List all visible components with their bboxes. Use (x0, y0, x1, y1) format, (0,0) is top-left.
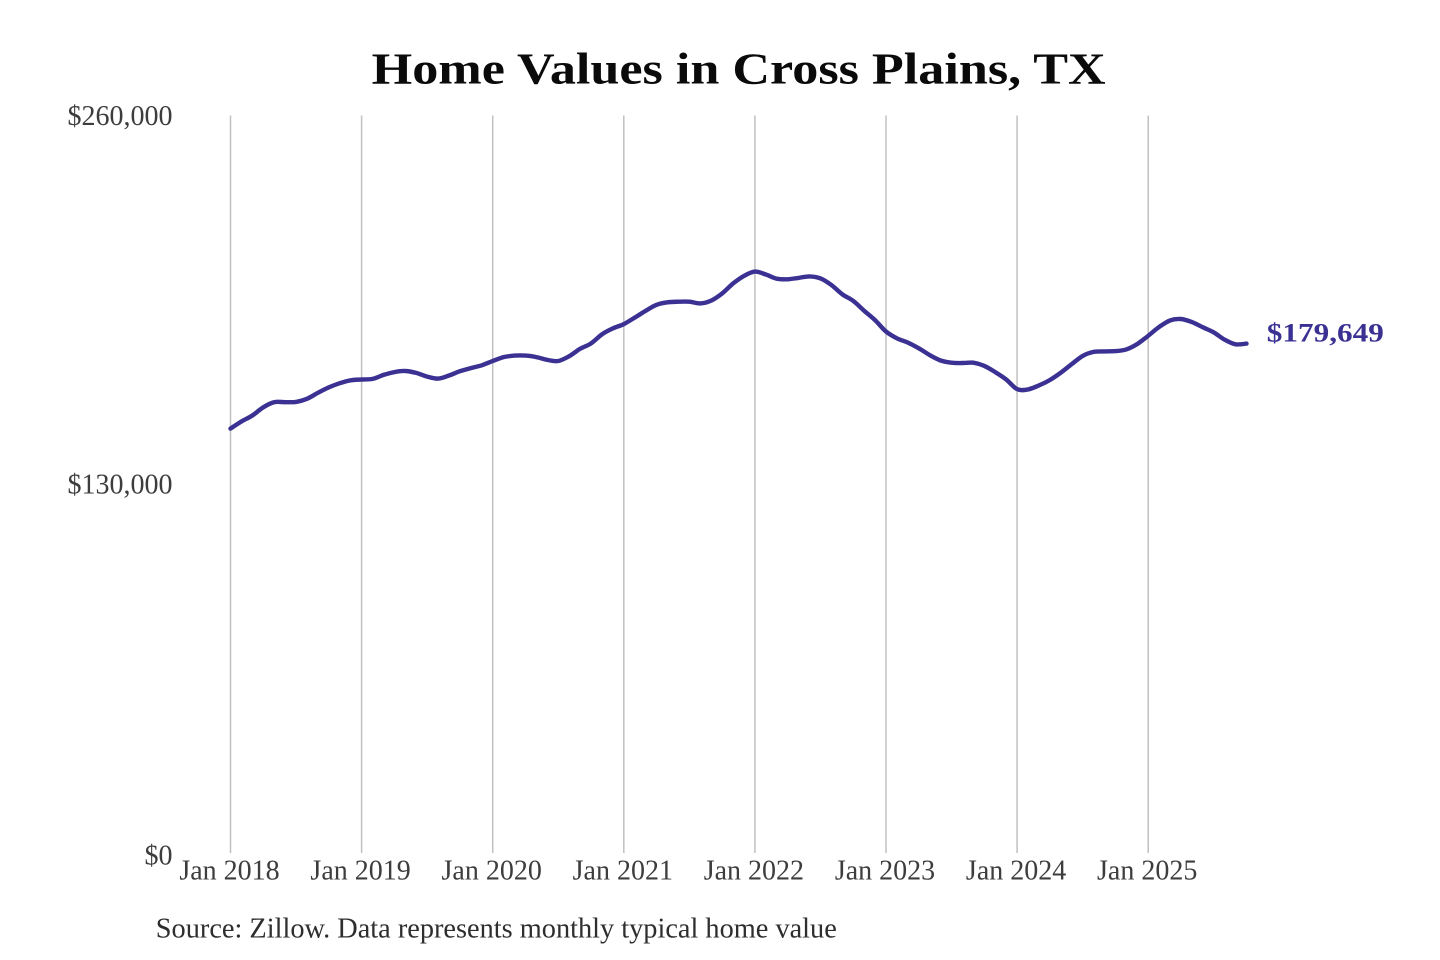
svg-text:Jan 2025: Jan 2025 (1097, 856, 1197, 887)
svg-text:Jan 2018: Jan 2018 (179, 856, 279, 887)
svg-text:$130,000: $130,000 (68, 470, 173, 501)
svg-text:Jan 2019: Jan 2019 (310, 856, 410, 887)
svg-text:Jan 2020: Jan 2020 (442, 856, 542, 887)
svg-text:$0: $0 (145, 841, 173, 872)
svg-text:Source: Zillow. Data represent: Source: Zillow. Data represents monthly … (156, 914, 837, 945)
svg-text:Home Values in Cross Plains, T: Home Values in Cross Plains, TX (372, 44, 1106, 93)
svg-text:$260,000: $260,000 (68, 101, 173, 132)
svg-text:Jan 2022: Jan 2022 (704, 856, 804, 887)
svg-text:Jan 2024: Jan 2024 (966, 856, 1066, 887)
svg-text:$179,649: $179,649 (1267, 319, 1384, 348)
svg-text:Jan 2021: Jan 2021 (573, 856, 673, 887)
svg-text:Jan 2023: Jan 2023 (835, 856, 935, 887)
